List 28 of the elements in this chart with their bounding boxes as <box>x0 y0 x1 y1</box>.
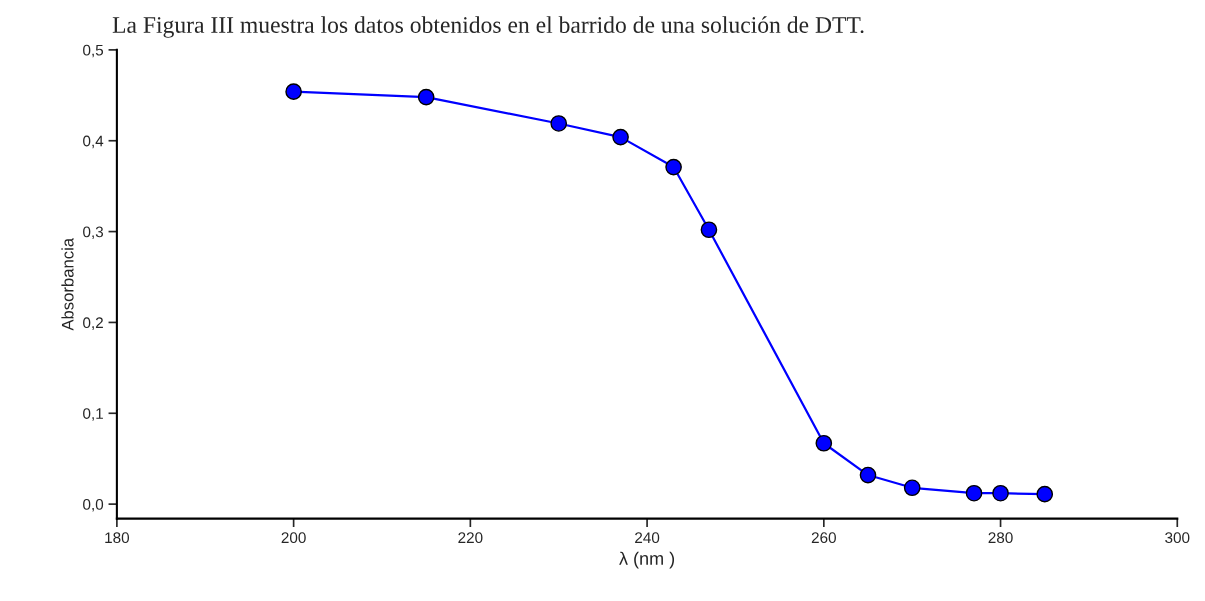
y-tick-label: 0,1 <box>83 408 103 421</box>
point <box>1036 485 1054 503</box>
x-tick-label: 200 <box>281 532 306 544</box>
point <box>965 484 983 502</box>
x-tick-label: 180 <box>105 532 130 544</box>
y-axis-title: Absorbancia <box>61 237 74 331</box>
point <box>992 484 1009 502</box>
y-tick-label: 0,5 <box>83 44 104 58</box>
x-axis-title: λ (nm ) <box>619 551 675 569</box>
point <box>417 88 435 106</box>
y-tick-label: 0,4 <box>83 135 104 149</box>
x-tick-label: 300 <box>1165 532 1190 544</box>
x-tick-label: 260 <box>811 532 836 544</box>
y-tick-label: 0,0 <box>83 498 104 512</box>
point <box>859 466 877 484</box>
y-tick-label: 0,2 <box>83 317 103 330</box>
chart-title: La Figura III muestra los datos obtenidos en el barrido de una solución de DTT. <box>112 16 864 38</box>
point <box>550 115 568 132</box>
point <box>665 158 682 176</box>
y-tick-label: 0,3 <box>83 226 104 240</box>
point <box>815 434 833 452</box>
x-tick-label: 280 <box>988 532 1013 544</box>
x-tick-label: 220 <box>458 532 483 544</box>
point <box>903 479 921 497</box>
point <box>285 83 302 101</box>
point <box>700 221 718 239</box>
point <box>612 128 629 146</box>
x-tick-label: 240 <box>635 532 660 544</box>
